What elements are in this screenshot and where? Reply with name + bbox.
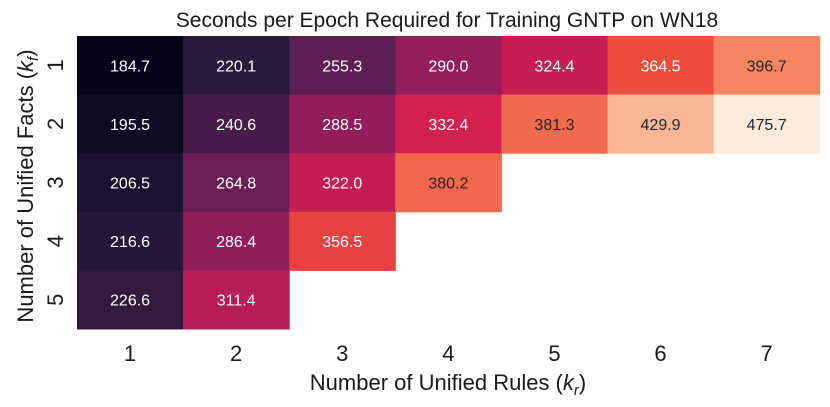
cell-value-label: 381.3: [534, 117, 574, 134]
cell-value-label: 475.7: [747, 117, 787, 134]
heatmap-cells: 184.7 220.1 255.3 290.0 324.4 364.5 396.7 195.5…: [77, 36, 821, 330]
y-tick-label: 1: [43, 59, 68, 71]
heatmap-cell: [183, 270, 290, 330]
cell-value-label: 195.5: [110, 117, 150, 134]
heatmap-cell: [183, 153, 290, 213]
cell-value-label: 184.7: [110, 58, 150, 75]
y-axis-label: Number of Unified Facts (kf): [13, 49, 42, 322]
cell-value-label: 255.3: [322, 58, 362, 75]
y-tick-label: 4: [43, 235, 68, 247]
axis-label-var: k: [563, 370, 575, 395]
heatmap-cell: [395, 36, 502, 96]
cell-value-label: 332.4: [428, 117, 468, 134]
heatmap-cell: [713, 94, 821, 154]
cell-value-label: 286.4: [216, 234, 256, 251]
cell-value-label: 380.2: [428, 176, 468, 193]
axis-label-var: k: [13, 60, 38, 72]
heatmap-cell: [607, 94, 715, 154]
heatmap-cell: [289, 153, 396, 213]
axis-label-sub: f: [25, 55, 42, 61]
axis-label-prefix: Number of Unified Facts (: [13, 71, 38, 322]
heatmap-cell: [501, 94, 608, 154]
axis-label-prefix: Number of Unified Rules (: [310, 370, 564, 395]
heatmap-cell: [289, 94, 396, 154]
y-tick-labels: 1 2 3 4 5: [43, 59, 68, 306]
cell-value-label: 240.6: [216, 117, 256, 134]
cell-value-label: 396.7: [747, 58, 787, 75]
axis-label-sub: r: [574, 382, 580, 399]
heatmap-cell: [289, 211, 396, 271]
heatmap-cell: [289, 36, 396, 96]
heatmap-cell: [183, 211, 290, 271]
axis-label-suffix: ): [579, 370, 586, 395]
x-tick-label: 1: [124, 341, 136, 366]
heatmap-cell: [713, 36, 821, 96]
heatmap-cell: [77, 36, 184, 96]
x-tick-label: 6: [654, 341, 666, 366]
cell-value-label: 288.5: [322, 117, 362, 134]
x-tick-labels: 1 2 3 4 5 6 7: [124, 341, 773, 366]
x-tick-label: 2: [230, 341, 242, 366]
cell-value-label: 290.0: [428, 58, 468, 75]
x-tick-label: 7: [761, 341, 773, 366]
chart-title: Seconds per Epoch Required for Training …: [176, 9, 718, 32]
x-tick-label: 5: [548, 341, 560, 366]
axis-label-suffix: ): [13, 49, 38, 56]
heatmap-cell: [183, 36, 290, 96]
heatmap-cell: [77, 270, 184, 330]
heatmap-cell: [77, 211, 184, 271]
cell-value-label: 264.8: [216, 176, 256, 193]
cell-value-label: 364.5: [641, 58, 681, 75]
cell-value-label: 322.0: [322, 176, 362, 193]
heatmap-cell: [77, 153, 184, 213]
y-tick-label: 2: [43, 118, 68, 130]
cell-value-label: 220.1: [216, 58, 256, 75]
cell-value-label: 311.4: [217, 293, 256, 310]
x-axis-label: Number of Unified Rules (kr): [310, 370, 586, 399]
x-tick-label: 3: [336, 341, 348, 366]
cell-value-label: 226.6: [110, 293, 150, 310]
y-tick-label: 3: [43, 176, 68, 188]
y-tick-label: 5: [43, 294, 68, 306]
heatmap-cell: [183, 94, 290, 154]
cell-value-label: 324.4: [534, 58, 574, 75]
heatmap-cell: [395, 94, 502, 154]
heatmap-cell: [77, 94, 184, 154]
x-tick-label: 4: [442, 341, 454, 366]
cell-value-label: 356.5: [322, 234, 362, 251]
cell-value-label: 429.9: [641, 117, 681, 134]
cell-value-label: 216.6: [110, 234, 150, 251]
cell-value-label: 206.5: [110, 176, 150, 193]
heatmap-cell: [395, 153, 502, 213]
heatmap-cell: [501, 36, 608, 96]
heatmap-cell: [607, 36, 715, 96]
